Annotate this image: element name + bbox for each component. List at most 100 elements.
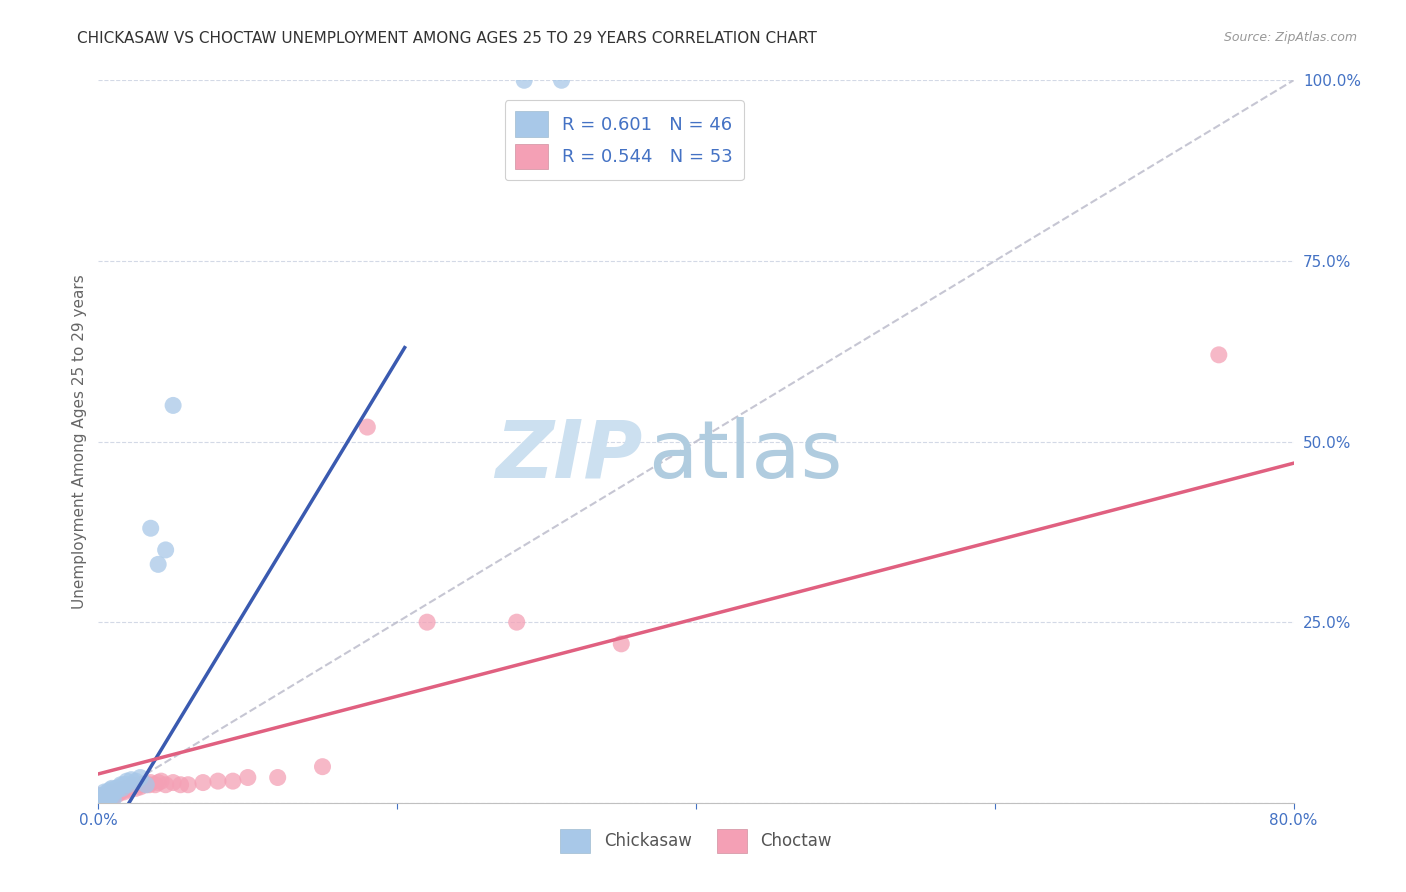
- Point: [125, 774, 148, 789]
- Point: [135, 778, 157, 792]
- Legend: Chickasaw, Choctaw: Chickasaw, Choctaw: [554, 822, 838, 860]
- Point: [93, 789, 115, 803]
- Text: ZIP: ZIP: [495, 417, 643, 495]
- Point: [97, 785, 120, 799]
- Point: [93, 790, 115, 805]
- Point: [115, 782, 138, 797]
- Point: [191, 775, 214, 789]
- Point: [169, 778, 191, 792]
- Point: [311, 760, 333, 774]
- Point: [104, 785, 127, 799]
- Point: [550, 73, 572, 87]
- Point: [513, 73, 536, 87]
- Point: [177, 778, 200, 792]
- Point: [506, 615, 529, 630]
- Point: [111, 781, 134, 796]
- Point: [111, 782, 134, 797]
- Point: [155, 542, 177, 557]
- Y-axis label: Unemployment Among Ages 25 to 29 years: Unemployment Among Ages 25 to 29 years: [72, 274, 87, 609]
- Point: [91, 789, 114, 803]
- Point: [93, 785, 115, 799]
- Point: [150, 774, 173, 789]
- Point: [94, 787, 117, 801]
- Point: [139, 521, 162, 535]
- Point: [103, 790, 125, 805]
- Point: [162, 398, 184, 412]
- Point: [105, 781, 128, 796]
- Point: [222, 774, 245, 789]
- Point: [139, 775, 162, 789]
- Point: [148, 558, 170, 572]
- Point: [98, 785, 122, 799]
- Point: [87, 794, 110, 808]
- Point: [87, 790, 110, 805]
- Point: [87, 789, 110, 803]
- Point: [94, 792, 117, 806]
- Point: [108, 782, 131, 797]
- Point: [129, 771, 152, 785]
- Point: [101, 789, 124, 803]
- Point: [143, 778, 166, 792]
- Point: [87, 796, 110, 810]
- Point: [105, 785, 128, 799]
- Point: [87, 794, 110, 808]
- Point: [87, 796, 110, 810]
- Point: [117, 778, 139, 792]
- Point: [115, 774, 138, 789]
- Point: [138, 778, 160, 792]
- Point: [87, 790, 110, 805]
- Point: [108, 780, 131, 794]
- Point: [103, 785, 125, 799]
- Point: [236, 771, 259, 785]
- Point: [112, 785, 135, 799]
- Point: [97, 787, 120, 801]
- Point: [207, 774, 229, 789]
- Point: [96, 789, 118, 803]
- Point: [416, 615, 439, 630]
- Point: [110, 785, 132, 799]
- Point: [87, 796, 110, 810]
- Point: [132, 778, 155, 792]
- Point: [107, 787, 129, 801]
- Point: [121, 778, 143, 792]
- Point: [90, 792, 112, 806]
- Point: [135, 778, 157, 792]
- Point: [267, 771, 290, 785]
- Point: [107, 782, 129, 797]
- Point: [89, 796, 111, 810]
- Point: [155, 778, 177, 792]
- Point: [89, 792, 111, 806]
- Point: [101, 790, 124, 805]
- Point: [112, 778, 135, 792]
- Point: [117, 781, 139, 796]
- Point: [110, 778, 132, 792]
- Point: [114, 781, 136, 796]
- Point: [91, 794, 114, 808]
- Point: [91, 792, 114, 806]
- Point: [90, 790, 112, 805]
- Point: [356, 420, 378, 434]
- Point: [103, 782, 125, 797]
- Point: [129, 780, 152, 794]
- Point: [1208, 348, 1230, 362]
- Point: [87, 792, 110, 806]
- Point: [98, 790, 122, 805]
- Point: [103, 792, 125, 806]
- Text: Source: ZipAtlas.com: Source: ZipAtlas.com: [1223, 31, 1357, 45]
- Point: [120, 772, 142, 787]
- Point: [101, 781, 124, 796]
- Text: atlas: atlas: [648, 417, 842, 495]
- Text: CHICKASAW VS CHOCTAW UNEMPLOYMENT AMONG AGES 25 TO 29 YEARS CORRELATION CHART: CHICKASAW VS CHOCTAW UNEMPLOYMENT AMONG …: [77, 31, 817, 46]
- Point: [128, 778, 150, 792]
- Point: [104, 787, 127, 801]
- Point: [162, 775, 184, 789]
- Point: [148, 775, 170, 789]
- Point: [89, 790, 111, 805]
- Point: [87, 792, 110, 806]
- Point: [96, 785, 118, 799]
- Point: [96, 790, 118, 805]
- Point: [610, 637, 633, 651]
- Point: [114, 778, 136, 792]
- Point: [97, 792, 120, 806]
- Point: [98, 782, 122, 797]
